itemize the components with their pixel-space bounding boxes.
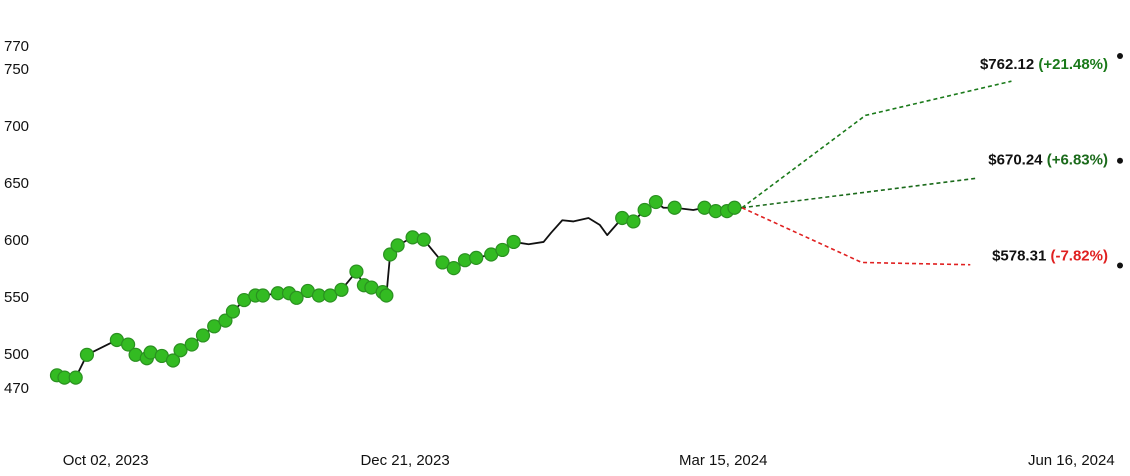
price-marker — [495, 242, 510, 258]
price-marker — [626, 214, 641, 229]
x-tick-label: Oct 02, 2023 — [63, 452, 149, 469]
target-dot — [1117, 262, 1123, 269]
price-marker — [648, 194, 663, 210]
y-tick-label: 770 — [4, 38, 29, 55]
price-marker — [165, 353, 181, 368]
price-marker — [195, 328, 211, 343]
price-marker — [506, 234, 521, 250]
target-dot — [1117, 157, 1123, 164]
price-marker — [435, 255, 450, 270]
price-marker — [68, 370, 83, 385]
price-marker — [173, 343, 188, 358]
price-marker — [323, 288, 338, 303]
price-marker — [379, 288, 394, 303]
target-price: $578.31 — [992, 247, 1046, 264]
target-dot — [1117, 52, 1123, 59]
price-marker — [446, 261, 461, 276]
forecast-line — [741, 177, 978, 209]
price-marker — [79, 347, 95, 362]
target-change: (-7.82%) — [1050, 247, 1108, 264]
price-marker — [184, 337, 199, 352]
price-marker — [121, 337, 136, 352]
y-tick-label: 700 — [4, 118, 29, 135]
price-marker — [218, 313, 233, 328]
target-change: (+21.48%) — [1038, 56, 1108, 73]
price-marker — [289, 290, 304, 305]
target-price: $670.24 — [988, 152, 1043, 169]
price-marker — [255, 288, 270, 303]
target-label: $670.24 (+6.83%) — [988, 152, 1108, 169]
y-tick-label: 750 — [4, 61, 29, 78]
y-tick-label: 600 — [4, 232, 29, 249]
price-marker — [383, 247, 398, 262]
y-tick-label: 650 — [4, 175, 29, 192]
price-marker — [637, 202, 652, 218]
price-marker — [225, 304, 241, 319]
x-tick-label: Mar 15, 2024 — [679, 452, 767, 469]
price-marker — [349, 264, 364, 279]
forecast-line — [741, 80, 1012, 209]
y-tick-label: 550 — [4, 289, 29, 306]
x-tick-label: Dec 21, 2023 — [360, 452, 449, 469]
target-change: (+6.83%) — [1047, 152, 1108, 169]
price-marker — [207, 319, 222, 334]
price-marker — [416, 232, 431, 247]
forecast-line — [741, 207, 971, 266]
price-marker — [667, 200, 682, 215]
price-marker — [334, 282, 349, 297]
x-tick-label: Jun 16, 2024 — [1028, 452, 1115, 469]
price-marker — [390, 238, 405, 253]
y-tick-label: 500 — [4, 346, 29, 363]
price-marker — [727, 200, 742, 215]
target-price: $762.12 — [980, 56, 1034, 73]
price-marker — [469, 250, 484, 265]
y-tick-label: 470 — [4, 380, 29, 397]
target-label: $762.12 (+21.48%) — [980, 56, 1108, 73]
target-label: $578.31 (-7.82%) — [992, 247, 1108, 264]
